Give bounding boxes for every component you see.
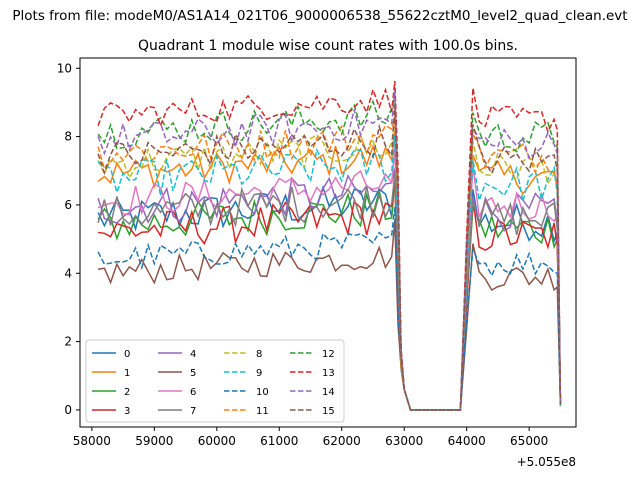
x-tick-label: 65000 bbox=[510, 434, 548, 448]
legend-label-1: 1 bbox=[124, 368, 130, 379]
legend-label-14: 14 bbox=[322, 387, 335, 398]
series-layer bbox=[97, 80, 562, 411]
legend-label-8: 8 bbox=[256, 349, 262, 360]
series-line-15 bbox=[97, 105, 562, 411]
legend-label-6: 6 bbox=[190, 387, 196, 398]
x-axis: 58000 59000 60000 61000 62000 63000 64000 65000 bbox=[73, 427, 548, 448]
legend-label-15: 15 bbox=[322, 406, 335, 417]
series-line-5 bbox=[97, 220, 562, 411]
legend-box bbox=[85, 339, 345, 423]
x-tick-label: 59000 bbox=[135, 434, 173, 448]
series-line-2 bbox=[97, 179, 562, 411]
legend-label-12: 12 bbox=[322, 349, 335, 360]
x-tick-label: 58000 bbox=[73, 434, 111, 448]
y-tick-label: 10 bbox=[57, 61, 72, 75]
legend-label-9: 9 bbox=[256, 368, 262, 379]
series-line-9 bbox=[97, 134, 562, 411]
series-line-11 bbox=[97, 116, 562, 411]
y-tick-label: 2 bbox=[64, 335, 72, 349]
legend-label-0: 0 bbox=[124, 349, 130, 360]
y-tick-label: 0 bbox=[64, 403, 72, 417]
y-axis: 0 2 4 6 8 10 bbox=[57, 61, 80, 417]
legend-label-4: 4 bbox=[190, 349, 196, 360]
series-line-7 bbox=[97, 174, 562, 411]
legend-label-7: 7 bbox=[190, 406, 196, 417]
x-tick-label: 62000 bbox=[323, 434, 361, 448]
x-tick-label: 61000 bbox=[260, 434, 298, 448]
series-line-14 bbox=[97, 90, 562, 411]
x-tick-label: 64000 bbox=[448, 434, 486, 448]
y-tick-label: 8 bbox=[64, 130, 72, 144]
series-line-10 bbox=[97, 207, 562, 411]
chart-title: Quadrant 1 module wise count rates with … bbox=[138, 38, 518, 54]
y-tick-label: 6 bbox=[64, 198, 72, 212]
legend-label-11: 11 bbox=[256, 406, 269, 417]
x-tick-label: 63000 bbox=[385, 434, 423, 448]
x-tick-label: 60000 bbox=[198, 434, 236, 448]
y-tick-label: 4 bbox=[64, 266, 72, 280]
legend-label-2: 2 bbox=[124, 387, 130, 398]
legend-label-5: 5 bbox=[190, 368, 196, 379]
figure-title: Plots from file: modeM0/AS1A14_021T06_90… bbox=[12, 8, 628, 24]
legend-label-13: 13 bbox=[322, 368, 335, 379]
x-offset-label: +5.055e8 bbox=[517, 455, 576, 469]
legend-label-10: 10 bbox=[256, 387, 269, 398]
series-line-13 bbox=[97, 80, 562, 411]
axes-frame bbox=[79, 57, 577, 428]
legend-label-3: 3 bbox=[124, 406, 130, 417]
series-line-12 bbox=[97, 94, 562, 411]
